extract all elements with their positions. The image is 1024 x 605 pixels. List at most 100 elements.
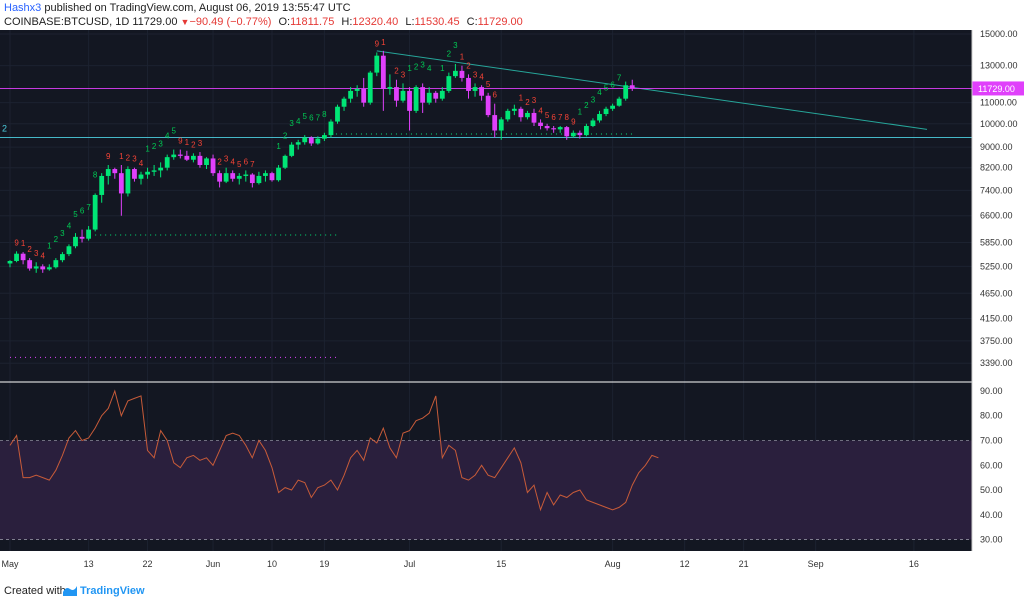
candle-body — [7, 260, 13, 264]
candle-body — [623, 85, 629, 99]
last-price-tag — [972, 81, 1024, 96]
candle-body — [387, 87, 393, 90]
candle — [177, 149, 183, 159]
candle — [171, 149, 177, 160]
candle — [485, 92, 491, 118]
support-marker: 2 — [2, 123, 7, 133]
candle — [367, 70, 373, 105]
candle — [623, 81, 629, 101]
candle — [132, 167, 137, 182]
candle-body — [243, 174, 249, 176]
time-tick-label: Jun — [206, 559, 221, 569]
candle — [99, 173, 105, 203]
candle — [230, 170, 236, 182]
candle-body — [551, 128, 557, 130]
candle-body — [426, 92, 432, 103]
candle-body — [367, 72, 373, 103]
candle-body — [505, 110, 511, 120]
candle-body — [256, 175, 262, 184]
candle — [472, 83, 478, 97]
candle-body — [400, 90, 406, 101]
price-change: −90.49 (−0.77%) — [189, 16, 272, 28]
td-up-count: 7 — [316, 113, 321, 122]
candle-body — [616, 98, 622, 106]
candle-body — [86, 229, 91, 239]
candle-body — [557, 127, 563, 130]
td-up-count: 1 — [145, 145, 150, 154]
candle — [86, 226, 91, 241]
td-down-count: 3 — [473, 70, 478, 79]
td-down-count: 4 — [230, 157, 235, 166]
price-tick-label: 13000.00 — [980, 61, 1018, 71]
td-down-count: 9 — [178, 137, 183, 146]
td-down-count: 6 — [551, 113, 556, 122]
candle — [289, 142, 295, 158]
td-up-count: 3 — [289, 119, 294, 128]
candle — [14, 251, 19, 263]
candle — [263, 170, 268, 182]
candle-body — [348, 90, 353, 99]
td-up-count: 5 — [604, 84, 609, 93]
td-down-count: 3 — [34, 249, 39, 258]
candle — [282, 154, 288, 170]
candle-body — [210, 158, 216, 174]
price-tick-label: 3390.00 — [980, 358, 1013, 368]
candle-body — [518, 108, 524, 118]
candle — [315, 136, 321, 145]
candle — [125, 166, 131, 197]
last-price-tag-label: 11729.00 — [978, 84, 1015, 94]
candle-body — [328, 121, 334, 136]
candle — [335, 104, 340, 124]
candle-body — [105, 169, 111, 176]
candle-body — [263, 173, 268, 176]
time-tick-label: 15 — [496, 559, 506, 569]
candle-body — [73, 236, 78, 247]
td-up-count: 3 — [60, 229, 65, 238]
td-down-count: 5 — [545, 111, 550, 120]
candle — [7, 260, 13, 268]
candle-body — [197, 155, 203, 166]
candle — [407, 87, 412, 131]
td-down-count: 1 — [381, 38, 386, 47]
td-down-count: 9 — [14, 238, 19, 247]
candle-body — [394, 87, 399, 101]
td-down-count: 3 — [132, 155, 137, 164]
tradingview-brand[interactable]: TradingView — [80, 585, 145, 597]
td-up-count: 2 — [414, 62, 419, 71]
price-axis-background — [972, 30, 1024, 577]
author-link[interactable]: Hashx3 — [4, 2, 42, 14]
candle — [118, 165, 124, 216]
td-down-count: 4 — [479, 72, 484, 81]
candle — [302, 135, 308, 145]
close-value: 11729.00 — [477, 16, 523, 28]
price-tick-label: 7400.00 — [980, 185, 1013, 195]
last-price: 11729.00 — [132, 16, 178, 28]
chart-area[interactable]: 15000.00 13000.00 11000.00 10000.00 9000.00 8… — [0, 30, 1024, 577]
td-up-count: 1 — [578, 108, 583, 117]
td-up-count: 6 — [610, 81, 615, 90]
candle-body — [171, 154, 177, 158]
td-up-count: 8 — [322, 110, 327, 119]
candle-body — [420, 87, 426, 103]
candle — [204, 157, 209, 170]
open-value: 11811.75 — [290, 16, 335, 28]
candle-body — [20, 253, 26, 261]
candle — [46, 264, 52, 271]
candle-body — [361, 89, 367, 103]
candle-body — [269, 173, 275, 181]
td-down-count: 3 — [401, 70, 406, 79]
candle — [525, 110, 530, 120]
candle — [603, 106, 609, 117]
rsi-tick-label: 30.00 — [980, 535, 1003, 545]
rsi-band — [0, 440, 972, 540]
candle — [597, 110, 602, 123]
time-tick-label: Sep — [808, 559, 824, 569]
candle-body — [413, 87, 419, 111]
candle — [348, 87, 353, 103]
candle — [387, 74, 393, 95]
td-up-count: 5 — [172, 127, 177, 136]
td-down-count: 6 — [492, 91, 497, 100]
candle-body — [145, 171, 150, 175]
candle-body — [138, 174, 144, 179]
candle — [413, 85, 419, 113]
